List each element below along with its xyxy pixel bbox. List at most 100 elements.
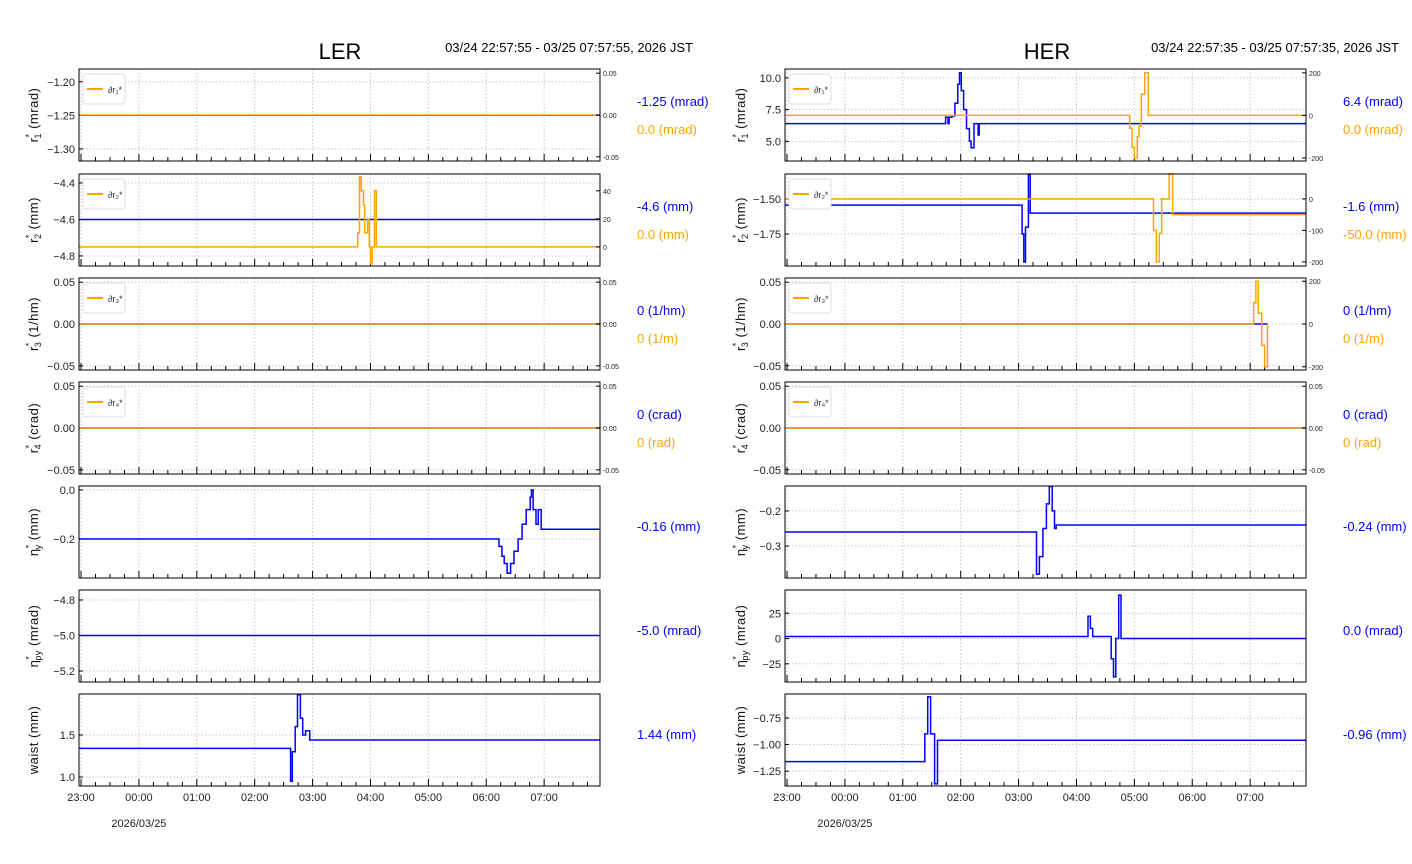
legend-box bbox=[788, 282, 832, 314]
y2-tick-label: -0.05 bbox=[603, 364, 619, 371]
y-tick-label: −5.0 bbox=[53, 630, 75, 642]
value-readout: -4.6 (mm) bbox=[637, 199, 693, 214]
y-axis-label: r*1 (mrad) bbox=[731, 88, 750, 143]
panel-3: −0.05 0.00 0.05 -0.05 0.00 0.05 ∂r₃* r*3 (1/hm)… bbox=[24, 277, 685, 373]
value-readout: -0.96 (mm) bbox=[1343, 727, 1407, 742]
y-tick-label: −1.20 bbox=[47, 77, 75, 89]
y-axis-label: η*y (mm) bbox=[24, 508, 43, 556]
legend-box bbox=[788, 386, 832, 418]
date-label: 2026/03/25 bbox=[817, 818, 872, 830]
plot-frame bbox=[784, 381, 1307, 475]
y-tick-label: 0.05 bbox=[54, 381, 75, 393]
y-tick-label: −0.05 bbox=[753, 465, 781, 477]
value-readout: 0 (rad) bbox=[637, 435, 675, 450]
y2-tick-label: -200 bbox=[1309, 365, 1323, 372]
legend-box bbox=[82, 178, 126, 210]
y-tick-label: 0.00 bbox=[54, 319, 75, 331]
legend: ∂r₄* bbox=[82, 386, 126, 418]
y2-tick-label: -0.05 bbox=[1309, 468, 1325, 475]
value-readout: -0.24 (mm) bbox=[1343, 519, 1407, 534]
legend-box bbox=[82, 386, 126, 418]
series-line-r1* bbox=[785, 72, 1306, 149]
value-readout: 0 (1/hm) bbox=[637, 303, 685, 318]
panel-3: −0.05 0.00 0.05 -200 0 200 ∂r₃* r*3 (1/hm) 0 (1/… bbox=[731, 277, 1391, 373]
plot-frame bbox=[78, 485, 601, 579]
x-tick-label: 00:00 bbox=[831, 792, 859, 804]
plot-frame bbox=[78, 381, 601, 475]
legend-label: ∂r₂* bbox=[814, 190, 829, 200]
legend-label: ∂r₃* bbox=[108, 294, 123, 304]
y2-tick-label: 0.00 bbox=[603, 426, 617, 433]
y2-tick-label: 0 bbox=[603, 245, 607, 252]
y-tick-label: 0.00 bbox=[760, 319, 781, 331]
x-tick-label: 03:00 bbox=[1005, 792, 1033, 804]
series-line-eta_py* bbox=[785, 594, 1306, 678]
y2-tick-label: 0.05 bbox=[603, 71, 617, 78]
x-tick-label: 02:00 bbox=[241, 792, 269, 804]
x-tick-label: 02:00 bbox=[947, 792, 975, 804]
y2-tick-label: 0.00 bbox=[603, 113, 617, 120]
y-axis-label: r*3 (1/hm) bbox=[24, 297, 43, 351]
plot-frame bbox=[784, 277, 1307, 371]
y-tick-label: 0.05 bbox=[760, 277, 781, 289]
x-tick-label: 07:00 bbox=[530, 792, 558, 804]
y-tick-label: −4.4 bbox=[53, 178, 75, 190]
y-tick-label: 10.0 bbox=[760, 73, 781, 85]
panel-6: −25 0 25 η*py (mrad) 0.0 (mrad) bbox=[731, 589, 1403, 683]
panel-4: −0.05 0.00 0.05 -0.05 0.00 0.05 ∂r₄* r*4 (crad)… bbox=[24, 381, 682, 477]
time-range-label: 03/24 22:57:35 - 03/25 07:57:35, 2026 JS… bbox=[1151, 40, 1399, 55]
legend-label: ∂r₁* bbox=[108, 85, 122, 95]
y2-tick-label: -200 bbox=[1309, 260, 1323, 267]
y-axis-label: η*py (mrad) bbox=[731, 605, 750, 668]
plot-frame bbox=[784, 68, 1307, 162]
y-axis-label: r*2 (mm) bbox=[24, 197, 43, 243]
y-tick-label: 0.0 bbox=[60, 485, 75, 497]
y2-tick-label: 0 bbox=[1309, 113, 1313, 120]
y2-tick-label: -0.05 bbox=[603, 468, 619, 475]
y-tick-label: 25 bbox=[769, 608, 781, 620]
value-readout: 0.0 (mrad) bbox=[637, 122, 697, 137]
value-readout: 1.44 (mm) bbox=[637, 727, 696, 742]
value-readout: 0 (rad) bbox=[1343, 435, 1381, 450]
y-tick-label: 0 bbox=[775, 634, 781, 646]
panel-2: −4.8 −4.6 −4.4 0 20 40 ∂r₂* r*2 (mm) -4.6 (mm) 0.… bbox=[24, 173, 693, 267]
plot-frame bbox=[78, 693, 601, 787]
y-axis-label: r*1 (mrad) bbox=[24, 88, 43, 143]
value-readout: -1.6 (mm) bbox=[1343, 199, 1399, 214]
value-readout: 6.4 (mrad) bbox=[1343, 94, 1403, 109]
y-tick-label: −1.75 bbox=[753, 229, 781, 241]
legend-label: ∂r₄* bbox=[814, 398, 829, 408]
y-tick-label: −0.2 bbox=[759, 506, 781, 518]
y-tick-label: −1.50 bbox=[753, 194, 781, 206]
y2-tick-label: -100 bbox=[1309, 228, 1323, 235]
series-line-∂r2* bbox=[79, 176, 600, 265]
value-readout: -50.0 (mm) bbox=[1343, 227, 1407, 242]
y-tick-label: −0.05 bbox=[47, 465, 75, 477]
plot-frame bbox=[78, 277, 601, 371]
x-tick-label: 00:00 bbox=[125, 792, 153, 804]
her-chart: HER 03/24 22:57:35 - 03/25 07:57:35, 2026… bbox=[731, 39, 1407, 830]
series-line-∂r3* bbox=[785, 280, 1269, 368]
plot-frame bbox=[784, 693, 1307, 787]
panel-7: 1.0 1.5 waist (mm) 1.44 (mm) 23:00 00:00 01:00… bbox=[26, 693, 696, 830]
y2-tick-label: 0.00 bbox=[603, 322, 617, 329]
x-tick-label: 06:00 bbox=[1178, 792, 1206, 804]
y-tick-label: 0.05 bbox=[54, 277, 75, 289]
series-line-eta_y* bbox=[785, 485, 1306, 575]
value-readout: 0 (1/hm) bbox=[1343, 303, 1391, 318]
y-tick-label: 5.0 bbox=[766, 136, 781, 148]
y-tick-label: −1.25 bbox=[753, 766, 781, 778]
series-line-r2* bbox=[785, 173, 1306, 263]
legend: ∂r₄* bbox=[788, 386, 832, 418]
panel-2: −1.75 −1.50 -200 -100 0 ∂r₂* r*2 (mm) -1.6 (mm)… bbox=[731, 172, 1407, 267]
y-tick-label: −1.25 bbox=[47, 110, 75, 122]
plot-frame bbox=[78, 589, 601, 683]
panel-6: −5.2 −5.0 −4.8 η*py (mrad) -5.0 (mrad) bbox=[24, 589, 701, 683]
y-axis-label: waist (mm) bbox=[733, 706, 748, 776]
series-line-waist bbox=[79, 693, 600, 782]
y2-tick-label: 0.05 bbox=[603, 384, 617, 391]
x-tick-label: 04:00 bbox=[1063, 792, 1091, 804]
date-label: 2026/03/25 bbox=[111, 818, 166, 830]
panel-5: −0.3 −0.2 η*y (mm) -0.24 (mm) bbox=[731, 485, 1407, 579]
